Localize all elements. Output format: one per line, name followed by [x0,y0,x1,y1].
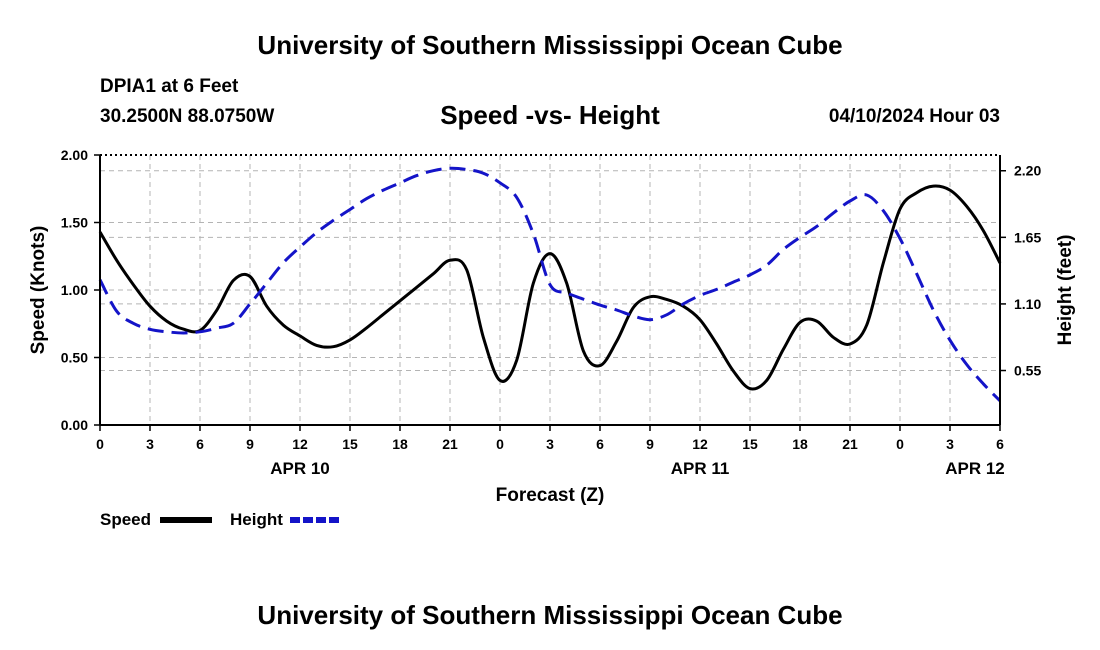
x-tick-label: 12 [692,436,708,452]
chart-title: Speed -vs- Height [440,100,660,130]
footer-title: University of Southern Mississippi Ocean… [257,600,843,630]
y2-tick-label: 2.20 [1014,163,1041,179]
day-label: APR 10 [270,459,330,478]
y-tick-label: 1.50 [61,215,88,231]
x-tick-label: 3 [546,436,554,452]
axes [94,154,1006,431]
y-tick-label: 0.50 [61,350,88,366]
station-name: DPIA1 at 6 Feet [100,76,239,97]
x-tick-label: 21 [842,436,858,452]
day-label: APR 12 [945,459,1005,478]
day-label: APR 11 [671,459,730,478]
forecast-datetime: 04/10/2024 Hour 03 [828,106,1000,127]
series-layer [98,166,1002,402]
y2-tick-label: 1.10 [1014,296,1041,312]
x-tick-label: 6 [596,436,604,452]
speed-series-line [98,184,1002,391]
axis-labels: 0 3 6 9 12 15 18 21 0 3 6 9 12 15 18 21 0 3 6 APR 10 APR 11 A… [28,147,1076,506]
x-tick-label: 12 [292,436,308,452]
x-tick-label: 6 [196,436,204,452]
height-series-line [98,166,1002,402]
y-tick-label: 1.00 [61,282,88,298]
x-tick-label: 15 [742,436,758,452]
x-tick-label: 18 [792,436,808,452]
x-axis-title: Forecast (Z) [496,485,605,506]
x-tick-label: 18 [392,436,408,452]
station-coordinates: 30.2500N 88.0750W [100,106,275,127]
legend-speed-label: Speed [100,510,152,529]
x-tick-label: 0 [96,436,104,452]
page-title: University of Southern Mississippi Ocean… [257,30,843,60]
x-tick-label: 6 [996,436,1004,452]
grid-lines [100,155,1000,425]
y-axis-title: Speed (Knots) [28,226,49,355]
x-tick-label: 3 [146,436,154,452]
x-tick-label: 0 [896,436,904,452]
x-tick-label: 15 [342,436,358,452]
y2-tick-label: 0.55 [1014,363,1041,379]
x-tick-label: 0 [496,436,504,452]
x-tick-label: 21 [442,436,458,452]
y-tick-label: 2.00 [61,147,88,163]
y2-axis-title: Height (feet) [1055,235,1076,346]
x-tick-label: 9 [646,436,654,452]
y-tick-label: 0.00 [61,417,88,433]
x-tick-label: 9 [246,436,254,452]
legend-height-label: Height [230,510,283,529]
y2-tick-label: 1.65 [1014,229,1041,245]
x-tick-label: 3 [946,436,954,452]
